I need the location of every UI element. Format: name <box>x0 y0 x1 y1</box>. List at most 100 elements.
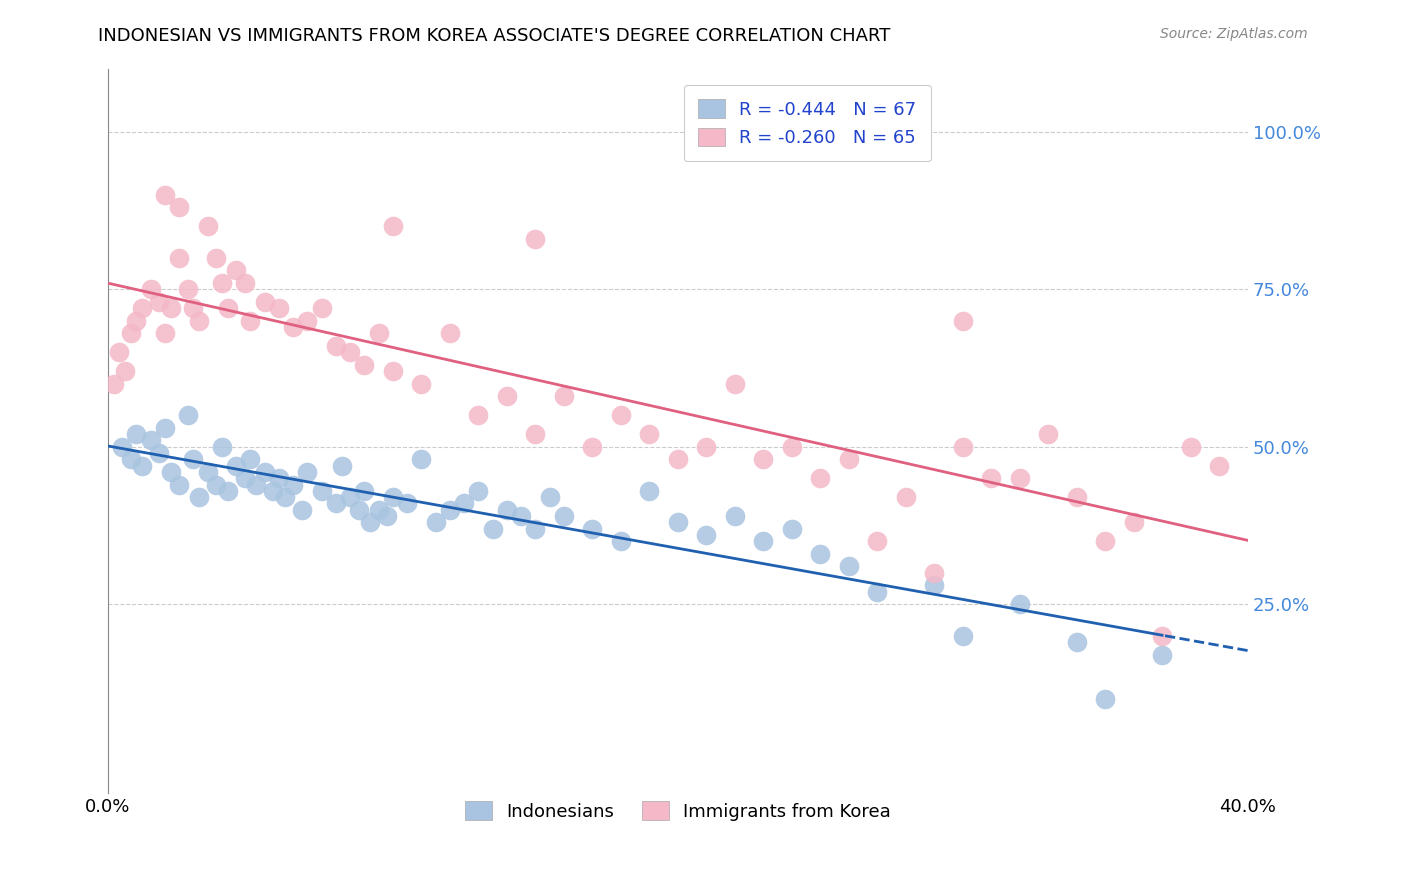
Point <box>481 522 503 536</box>
Point <box>353 358 375 372</box>
Point <box>205 251 228 265</box>
Point <box>148 446 170 460</box>
Point <box>375 509 398 524</box>
Point <box>183 301 205 315</box>
Point <box>381 364 404 378</box>
Point <box>367 502 389 516</box>
Point <box>496 389 519 403</box>
Point <box>177 408 200 422</box>
Point <box>510 509 533 524</box>
Point <box>188 313 211 327</box>
Point <box>425 516 447 530</box>
Point <box>233 471 256 485</box>
Point <box>666 452 689 467</box>
Point <box>197 219 219 233</box>
Point <box>666 516 689 530</box>
Point <box>695 528 717 542</box>
Point <box>1122 516 1144 530</box>
Point <box>347 502 370 516</box>
Point <box>325 339 347 353</box>
Point <box>453 496 475 510</box>
Point <box>894 490 917 504</box>
Point <box>153 187 176 202</box>
Point <box>148 294 170 309</box>
Point <box>359 516 381 530</box>
Point <box>239 452 262 467</box>
Point <box>381 219 404 233</box>
Point <box>291 502 314 516</box>
Point <box>1208 458 1230 473</box>
Point <box>439 502 461 516</box>
Point <box>581 522 603 536</box>
Point <box>339 345 361 359</box>
Point <box>752 534 775 549</box>
Point <box>183 452 205 467</box>
Point <box>496 502 519 516</box>
Point <box>1008 597 1031 611</box>
Point <box>111 440 134 454</box>
Point <box>610 408 633 422</box>
Point <box>125 427 148 442</box>
Point <box>188 490 211 504</box>
Point <box>211 276 233 290</box>
Point <box>1066 635 1088 649</box>
Point <box>524 427 547 442</box>
Point <box>467 408 489 422</box>
Point <box>610 534 633 549</box>
Point <box>114 364 136 378</box>
Point <box>695 440 717 454</box>
Point <box>1066 490 1088 504</box>
Point <box>553 389 575 403</box>
Point <box>267 471 290 485</box>
Point <box>924 566 946 580</box>
Point <box>325 496 347 510</box>
Point <box>167 477 190 491</box>
Point <box>273 490 295 504</box>
Point <box>1008 471 1031 485</box>
Point <box>253 465 276 479</box>
Point <box>1152 648 1174 662</box>
Point <box>153 421 176 435</box>
Point <box>780 440 803 454</box>
Point <box>217 483 239 498</box>
Point <box>159 301 181 315</box>
Point <box>103 376 125 391</box>
Legend: Indonesians, Immigrants from Korea: Indonesians, Immigrants from Korea <box>450 787 905 835</box>
Point <box>396 496 419 510</box>
Point <box>108 345 131 359</box>
Point <box>153 326 176 341</box>
Point <box>538 490 561 504</box>
Point <box>225 263 247 277</box>
Point <box>197 465 219 479</box>
Point <box>217 301 239 315</box>
Point <box>283 320 305 334</box>
Point <box>581 440 603 454</box>
Point <box>353 483 375 498</box>
Point <box>139 282 162 296</box>
Point <box>808 547 831 561</box>
Point <box>838 452 860 467</box>
Point <box>339 490 361 504</box>
Point <box>159 465 181 479</box>
Point <box>467 483 489 498</box>
Point <box>638 427 661 442</box>
Point <box>724 509 747 524</box>
Point <box>205 477 228 491</box>
Point <box>808 471 831 485</box>
Point <box>1094 534 1116 549</box>
Point <box>439 326 461 341</box>
Point <box>752 452 775 467</box>
Point <box>139 434 162 448</box>
Point <box>253 294 276 309</box>
Point <box>367 326 389 341</box>
Point <box>553 509 575 524</box>
Point <box>1152 629 1174 643</box>
Point <box>411 452 433 467</box>
Point <box>866 584 889 599</box>
Point <box>297 465 319 479</box>
Point <box>167 200 190 214</box>
Point <box>952 440 974 454</box>
Point <box>838 559 860 574</box>
Point <box>381 490 404 504</box>
Point <box>638 483 661 498</box>
